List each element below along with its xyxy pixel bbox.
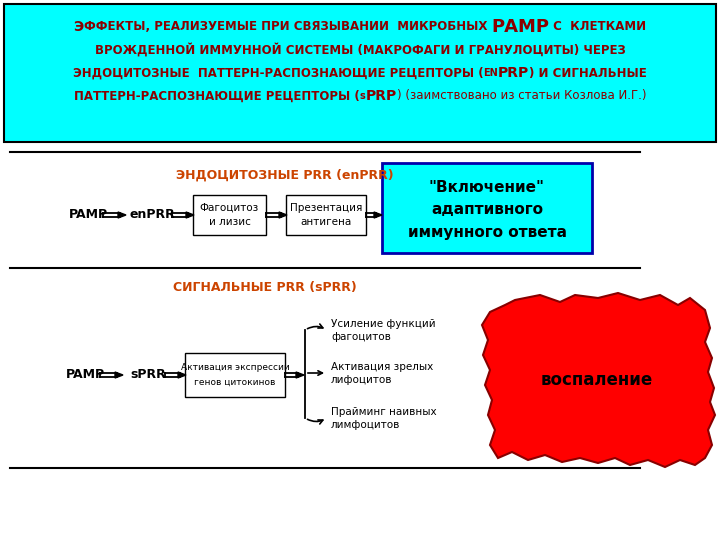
Text: PAMP: PAMP <box>66 368 104 381</box>
FancyBboxPatch shape <box>286 195 366 235</box>
FancyBboxPatch shape <box>382 163 592 253</box>
Text: лимфоцитов: лимфоцитов <box>331 420 400 430</box>
FancyBboxPatch shape <box>193 195 266 235</box>
Text: адаптивного: адаптивного <box>431 202 543 218</box>
Text: "Включение": "Включение" <box>429 180 545 195</box>
Text: enPRR: enPRR <box>129 208 175 221</box>
Text: лифоцитов: лифоцитов <box>331 375 392 385</box>
Text: s: s <box>359 91 365 101</box>
Text: антигена: антигена <box>300 217 351 227</box>
Text: ЭНДОЦИТОЗНЫЕ  ПАТТЕРН-РАСПОЗНАЮЩИЕ РЕЦЕПТОРЫ (: ЭНДОЦИТОЗНЫЕ ПАТТЕРН-РАСПОЗНАЮЩИЕ РЕЦЕПТ… <box>73 66 483 79</box>
Text: PRP: PRP <box>365 89 397 103</box>
Text: ПАТТЕРН-РАСПОЗНАЮЩИЕ РЕЦЕПТОРЫ (: ПАТТЕРН-РАСПОЗНАЮЩИЕ РЕЦЕПТОРЫ ( <box>74 90 359 103</box>
Text: иммунного ответа: иммунного ответа <box>408 225 567 240</box>
Text: СИГНАЛЬНЫЕ PRR (sPRR): СИГНАЛЬНЫЕ PRR (sPRR) <box>173 281 357 294</box>
Text: РАМР: РАМР <box>491 18 549 36</box>
Text: Усиление функций: Усиление функций <box>331 319 436 329</box>
Polygon shape <box>279 212 287 218</box>
Polygon shape <box>482 293 715 467</box>
Text: Э: Э <box>73 20 84 34</box>
FancyBboxPatch shape <box>185 353 285 397</box>
Polygon shape <box>374 212 382 218</box>
Text: ФФЕКТЫ, РЕАЛИЗУЕМЫЕ ПРИ СВЯЗЫВАНИИ  МИКРОБНЫХ: ФФЕКТЫ, РЕАЛИЗУЕМЫЕ ПРИ СВЯЗЫВАНИИ МИКРО… <box>84 21 491 33</box>
FancyBboxPatch shape <box>4 4 716 142</box>
Text: воспаление: воспаление <box>541 371 653 389</box>
Text: Презентация: Презентация <box>290 203 362 213</box>
Polygon shape <box>178 372 186 378</box>
Text: С  КЛЕТКАМИ: С КЛЕТКАМИ <box>549 21 647 33</box>
Text: фагоцитов: фагоцитов <box>331 332 391 342</box>
Text: Активация экспрессии: Активация экспрессии <box>181 362 289 372</box>
Polygon shape <box>115 372 123 378</box>
Text: EN: EN <box>483 68 498 78</box>
Text: Фагоцитоз: Фагоцитоз <box>200 203 259 213</box>
Text: PAMP: PAMP <box>68 208 107 221</box>
Polygon shape <box>186 212 194 218</box>
Polygon shape <box>296 372 304 378</box>
Text: Активация зрелых: Активация зрелых <box>331 362 433 372</box>
Text: ВРОЖДЕННОЙ ИММУННОЙ СИСТЕМЫ (МАКРОФАГИ И ГРАНУЛОЦИТЫ) ЧЕРЕЗ: ВРОЖДЕННОЙ ИММУННОЙ СИСТЕМЫ (МАКРОФАГИ И… <box>94 43 626 57</box>
Polygon shape <box>118 212 126 218</box>
Text: ) И СИГНАЛЬНЫЕ: ) И СИГНАЛЬНЫЕ <box>529 66 647 79</box>
Text: sPRR: sPRR <box>130 368 166 381</box>
Text: PRP: PRP <box>498 66 529 80</box>
Text: ЭНДОЦИТОЗНЫЕ PRR (enPRR): ЭНДОЦИТОЗНЫЕ PRR (enPRR) <box>176 168 394 181</box>
Text: генов цитокинов: генов цитокинов <box>194 377 276 387</box>
Text: и лизис: и лизис <box>209 217 251 227</box>
Text: ) (заимствовано из статьи Козлова И.Г.): ) (заимствовано из статьи Козлова И.Г.) <box>397 90 646 103</box>
Text: Прайминг наивных: Прайминг наивных <box>331 407 436 417</box>
